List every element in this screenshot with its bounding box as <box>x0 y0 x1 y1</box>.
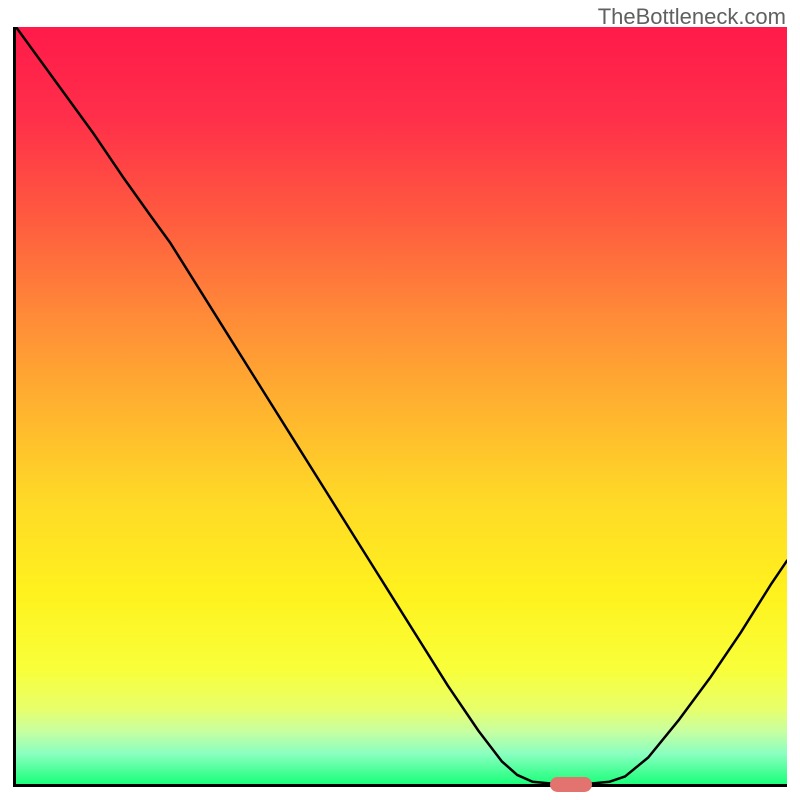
optimum-marker <box>550 777 592 792</box>
bottleneck-curve <box>16 27 787 784</box>
watermark-text: TheBottleneck.com <box>598 4 786 30</box>
